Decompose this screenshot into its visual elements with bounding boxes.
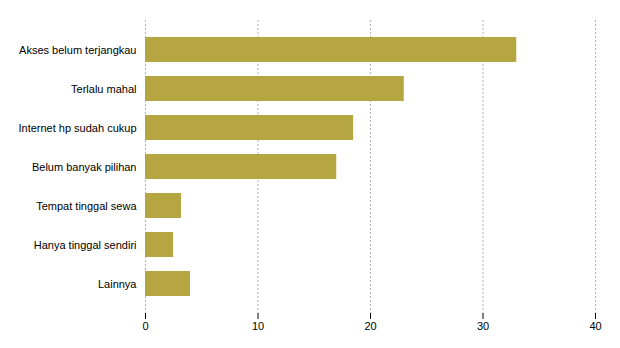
svg-text:0: 0 bbox=[142, 320, 148, 332]
svg-text:Lainnya: Lainnya bbox=[98, 278, 137, 290]
svg-text:20: 20 bbox=[364, 320, 376, 332]
svg-text:Hanya tinggal sendiri: Hanya tinggal sendiri bbox=[34, 239, 137, 251]
svg-text:30: 30 bbox=[477, 320, 489, 332]
svg-text:10: 10 bbox=[252, 320, 264, 332]
svg-text:Belum banyak pilihan: Belum banyak pilihan bbox=[32, 161, 137, 173]
svg-text:Internet hp sudah cukup: Internet hp sudah cukup bbox=[18, 122, 136, 134]
svg-text:Terlalu mahal: Terlalu mahal bbox=[71, 83, 136, 95]
svg-text:Tempat tinggal sewa: Tempat tinggal sewa bbox=[36, 200, 137, 212]
svg-text:Akses belum terjangkau: Akses belum terjangkau bbox=[19, 44, 136, 56]
svg-text:40: 40 bbox=[589, 320, 601, 332]
